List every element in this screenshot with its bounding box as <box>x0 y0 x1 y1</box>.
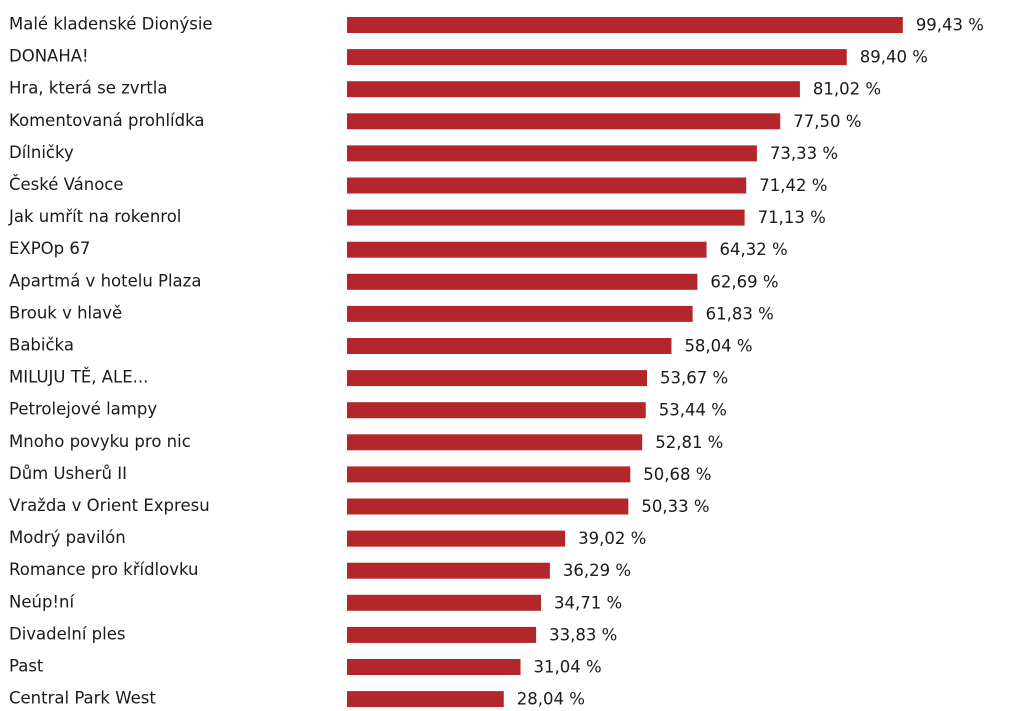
bar <box>347 145 757 162</box>
category-label: Petrolejové lampy <box>9 400 157 419</box>
category-label: Jak umřít na rokenrol <box>8 207 181 226</box>
value-label: 53,67 % <box>660 369 728 388</box>
value-label: 50,33 % <box>641 497 709 516</box>
value-label: 99,43 % <box>916 16 984 35</box>
value-label: 31,04 % <box>534 658 602 677</box>
value-label: 77,50 % <box>793 112 861 131</box>
bar <box>347 49 847 66</box>
value-label: 53,44 % <box>659 401 727 420</box>
bar <box>347 273 698 290</box>
value-label: 73,33 % <box>770 144 838 163</box>
bar <box>347 305 693 322</box>
bar <box>347 498 629 515</box>
value-label: 62,69 % <box>710 272 778 291</box>
category-label: Divadelní ples <box>9 624 125 643</box>
category-label: Hra, která se zvrtla <box>9 79 167 98</box>
value-label: 89,40 % <box>860 48 928 67</box>
category-label: Past <box>9 657 44 676</box>
bar <box>347 81 800 98</box>
category-label: Dům Usherů II <box>9 464 127 483</box>
bar <box>347 562 550 579</box>
value-label: 58,04 % <box>684 337 752 356</box>
category-label: České Vánoce <box>9 175 124 194</box>
category-label: MILUJU TĚ, ALE... <box>9 368 148 387</box>
bar <box>347 113 781 130</box>
bar <box>347 338 672 354</box>
bar <box>347 659 521 675</box>
category-label: Vražda v Orient Expresu <box>9 496 210 515</box>
category-label: EXPOp 67 <box>9 239 90 258</box>
value-label: 71,13 % <box>758 208 826 227</box>
category-label: Brouk v hlavě <box>9 303 122 322</box>
bar <box>347 402 646 419</box>
value-label: 39,02 % <box>578 529 646 548</box>
value-label: 50,68 % <box>643 465 711 484</box>
value-label: 81,02 % <box>813 80 881 99</box>
category-label: Dílničky <box>9 143 74 162</box>
bar <box>347 691 504 708</box>
category-label: Modrý pavilón <box>9 528 126 547</box>
bar <box>347 530 566 547</box>
value-label: 71,42 % <box>759 176 827 195</box>
bar <box>347 241 707 258</box>
bar <box>347 17 903 33</box>
bar <box>347 466 631 483</box>
value-label: 61,83 % <box>706 304 774 323</box>
value-label: 28,04 % <box>517 690 585 709</box>
bar <box>347 177 747 194</box>
category-label: Central Park West <box>9 689 156 708</box>
category-label: Neúp!ní <box>9 592 75 611</box>
category-label: DONAHA! <box>9 47 89 66</box>
value-label: 64,32 % <box>720 240 788 259</box>
value-label: 33,83 % <box>549 625 617 644</box>
category-label: Malé kladenské Dionýsie <box>9 15 213 34</box>
value-label: 36,29 % <box>563 561 631 580</box>
category-label: Romance pro křídlovku <box>9 560 199 579</box>
value-label: 34,71 % <box>554 593 622 612</box>
bar <box>347 209 745 226</box>
bar <box>347 626 537 643</box>
bar <box>347 370 648 387</box>
category-label: Mnoho povyku pro nic <box>9 432 191 451</box>
value-label: 52,81 % <box>655 433 723 452</box>
bar <box>347 594 542 611</box>
bar <box>347 434 643 451</box>
category-label: Babička <box>9 336 74 355</box>
category-label: Komentovaná prohlídka <box>9 111 205 130</box>
category-label: Apartmá v hotelu Plaza <box>9 271 201 290</box>
